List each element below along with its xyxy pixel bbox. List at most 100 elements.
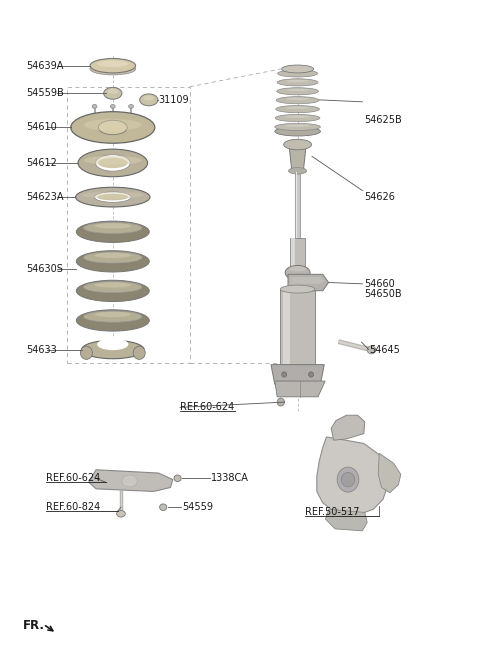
Text: FR.: FR.: [23, 619, 45, 632]
Ellipse shape: [84, 156, 142, 165]
Ellipse shape: [133, 346, 145, 359]
Ellipse shape: [117, 510, 125, 517]
Ellipse shape: [285, 116, 310, 118]
Text: 54559: 54559: [182, 502, 214, 512]
Ellipse shape: [309, 372, 313, 377]
Ellipse shape: [280, 365, 315, 371]
Ellipse shape: [282, 372, 287, 377]
Text: 54612: 54612: [26, 158, 57, 168]
Ellipse shape: [75, 187, 150, 207]
Ellipse shape: [84, 222, 142, 233]
Polygon shape: [378, 453, 401, 493]
Ellipse shape: [286, 106, 310, 109]
Ellipse shape: [97, 60, 129, 67]
Ellipse shape: [95, 312, 131, 317]
Ellipse shape: [96, 155, 130, 171]
Text: 54559B: 54559B: [26, 88, 64, 99]
Bar: [283, 292, 289, 365]
Ellipse shape: [159, 504, 167, 510]
Ellipse shape: [287, 80, 309, 82]
Text: 54626: 54626: [364, 192, 395, 202]
Ellipse shape: [97, 194, 129, 200]
Ellipse shape: [276, 97, 319, 104]
Ellipse shape: [71, 112, 155, 143]
Bar: [280, 289, 315, 368]
Text: 54650B: 54650B: [364, 289, 401, 300]
Ellipse shape: [110, 104, 115, 108]
Text: 54645: 54645: [370, 344, 400, 355]
Ellipse shape: [280, 285, 315, 293]
Polygon shape: [288, 275, 328, 291]
Ellipse shape: [76, 281, 149, 302]
Polygon shape: [275, 381, 325, 397]
Ellipse shape: [98, 158, 128, 168]
Ellipse shape: [90, 58, 135, 73]
Ellipse shape: [76, 310, 149, 331]
Bar: [291, 238, 295, 268]
Ellipse shape: [289, 266, 306, 271]
Polygon shape: [289, 145, 306, 171]
Polygon shape: [290, 238, 305, 268]
Ellipse shape: [286, 89, 309, 91]
Ellipse shape: [82, 192, 144, 198]
Text: REF.60-624: REF.60-624: [46, 473, 100, 484]
Polygon shape: [290, 277, 325, 284]
Ellipse shape: [276, 114, 320, 122]
Ellipse shape: [140, 94, 158, 106]
Ellipse shape: [84, 252, 142, 263]
Ellipse shape: [286, 98, 309, 100]
Text: 54623A: 54623A: [26, 192, 64, 202]
Ellipse shape: [277, 398, 284, 406]
Polygon shape: [271, 365, 324, 384]
Polygon shape: [331, 415, 365, 440]
Text: REF.50-517: REF.50-517: [305, 507, 360, 518]
Ellipse shape: [78, 149, 148, 177]
Text: 54660: 54660: [364, 279, 395, 289]
Ellipse shape: [337, 467, 359, 492]
Ellipse shape: [95, 223, 131, 229]
Text: REF.60-824: REF.60-824: [46, 502, 100, 512]
Polygon shape: [325, 509, 367, 531]
Ellipse shape: [95, 192, 131, 202]
Ellipse shape: [285, 265, 310, 280]
Text: 54610: 54610: [26, 122, 57, 133]
Ellipse shape: [275, 127, 321, 136]
Ellipse shape: [129, 104, 133, 108]
Polygon shape: [89, 470, 173, 491]
Polygon shape: [317, 437, 389, 516]
Text: 54633: 54633: [26, 344, 57, 355]
Ellipse shape: [90, 63, 135, 75]
Ellipse shape: [95, 253, 131, 258]
Ellipse shape: [104, 87, 122, 99]
Text: 54639A: 54639A: [26, 60, 64, 71]
Text: REF.60-624: REF.60-624: [180, 402, 234, 413]
Text: 31109: 31109: [158, 95, 189, 105]
Text: 54630S: 54630S: [26, 264, 63, 275]
Ellipse shape: [97, 338, 129, 350]
Ellipse shape: [282, 65, 313, 73]
Ellipse shape: [285, 124, 310, 127]
Ellipse shape: [277, 79, 318, 86]
Ellipse shape: [144, 95, 154, 101]
Ellipse shape: [76, 251, 149, 272]
Bar: [295, 172, 300, 238]
Ellipse shape: [277, 70, 318, 77]
Ellipse shape: [284, 139, 312, 150]
Ellipse shape: [108, 89, 118, 94]
Ellipse shape: [84, 119, 142, 131]
Ellipse shape: [276, 106, 320, 113]
Ellipse shape: [275, 124, 321, 131]
Ellipse shape: [287, 71, 309, 73]
Ellipse shape: [82, 340, 144, 359]
Ellipse shape: [122, 475, 137, 487]
Ellipse shape: [341, 472, 355, 487]
Ellipse shape: [95, 283, 131, 288]
Ellipse shape: [84, 281, 142, 292]
Ellipse shape: [367, 346, 376, 354]
Ellipse shape: [174, 475, 181, 482]
Ellipse shape: [98, 120, 127, 135]
Ellipse shape: [288, 168, 307, 174]
Ellipse shape: [92, 104, 97, 108]
Text: 1338CA: 1338CA: [211, 473, 249, 484]
Ellipse shape: [84, 311, 142, 322]
